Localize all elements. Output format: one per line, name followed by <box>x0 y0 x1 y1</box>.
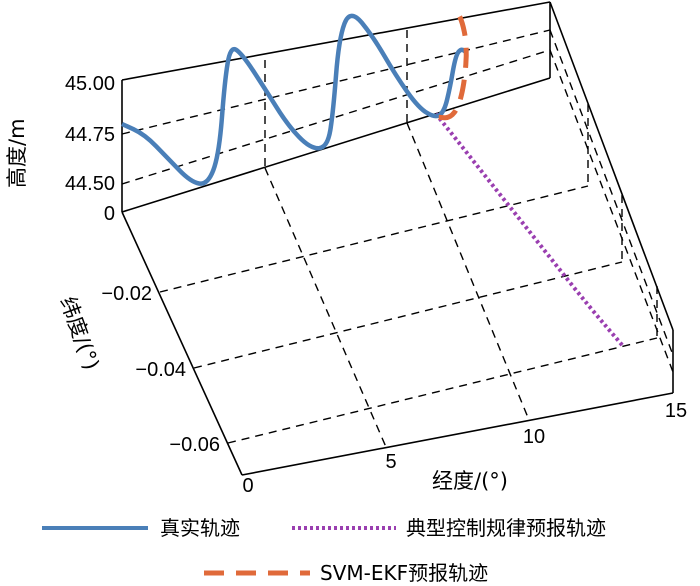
legend-item: SVM-EKF预报轨迹 <box>204 561 488 585</box>
x-tick-label: 15 <box>665 400 687 422</box>
series-line-solid <box>121 13 469 186</box>
x-tick-labels: 0 5 10 15 <box>242 400 687 497</box>
series-line-dashed <box>438 5 469 121</box>
legend-item: 典型控制规律预报轨迹 <box>292 516 606 540</box>
legend-item: 真实轨迹 <box>42 516 240 540</box>
series-line-dotted <box>434 112 626 349</box>
z-tick-label: 44.75 <box>65 124 115 146</box>
series-layer <box>121 5 626 349</box>
x-tick-label: 0 <box>242 475 253 497</box>
z-tick-label: 45.00 <box>65 73 115 95</box>
x-tick-label: 5 <box>385 451 396 473</box>
y-axis-title: 纬度/(°) <box>55 294 104 374</box>
y-tick-labels: 0 −0.02 −0.04 −0.06 <box>101 203 220 456</box>
y-tick-label: −0.04 <box>135 359 186 381</box>
z-tick-label: 44.50 <box>65 173 115 195</box>
y-tick-label: −0.06 <box>169 434 220 456</box>
legend: 真实轨迹 典型控制规律预报轨迹 SVM-EKF预报轨迹 <box>42 516 606 585</box>
z-axis-title: 高度/m <box>5 118 29 188</box>
legend-label: 真实轨迹 <box>160 516 240 540</box>
grid <box>121 29 674 448</box>
x-tick-label: 10 <box>523 426 545 448</box>
legend-label: SVM-EKF预报轨迹 <box>320 561 488 585</box>
legend-label: 典型控制规律预报轨迹 <box>406 516 606 540</box>
axes-box <box>121 1 674 476</box>
x-axis-title: 经度/(°) <box>432 469 508 493</box>
y-tick-label: 0 <box>104 203 115 225</box>
z-tick-labels: 44.50 44.75 45.00 <box>65 73 115 195</box>
y-tick-label: −0.02 <box>101 283 152 305</box>
